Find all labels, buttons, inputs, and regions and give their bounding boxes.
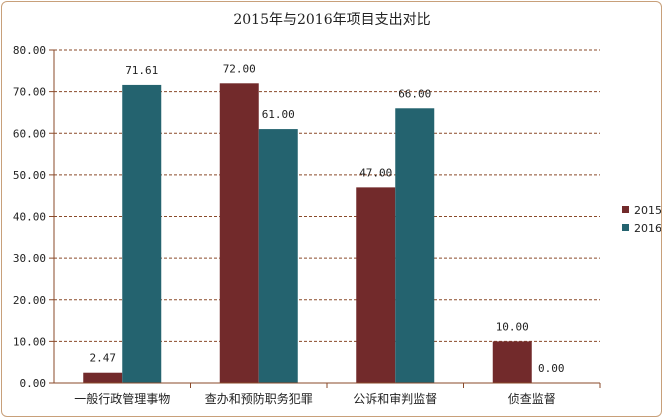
legend-swatch-2016: [622, 224, 629, 231]
data-label: 61.00: [262, 108, 295, 121]
data-label: 0.00: [538, 362, 565, 375]
bar-2015: [356, 187, 396, 383]
y-tick-label: 50.00: [13, 169, 46, 182]
x-tick-label: 一般行政管理事物: [74, 391, 170, 406]
bar-2015: [219, 83, 259, 384]
x-tick-label: 公诉和审判监督: [353, 391, 437, 406]
chart-title: 2015年与2016年项目支出对比: [233, 12, 430, 28]
y-tick-label: 40.00: [13, 211, 46, 224]
x-tick-label: 查办和预防职务犯罪: [205, 391, 313, 406]
bars: [83, 83, 532, 384]
data-label: 66.00: [398, 87, 431, 100]
data-label: 72.00: [223, 62, 256, 75]
y-tick-label: 60.00: [13, 127, 46, 140]
data-label: 10.00: [496, 320, 529, 333]
bar-2016: [395, 108, 435, 384]
y-tick-label: 80.00: [13, 44, 46, 57]
bar-2016: [122, 84, 162, 384]
y-tick-label: 20.00: [13, 294, 46, 307]
bar-2016: [258, 129, 298, 383]
bar-2015: [492, 341, 532, 383]
x-axis: 一般行政管理事物 查办和预防职务犯罪 公诉和审判监督 侦查监督: [54, 382, 601, 406]
legend-label: 2015: [634, 204, 662, 217]
data-label: 2.47: [90, 352, 117, 365]
data-label: 47.00: [359, 166, 392, 179]
data-label: 71.61: [125, 64, 158, 77]
x-tick-label: 侦查监督: [508, 391, 556, 406]
legend-swatch-2015: [622, 206, 629, 213]
y-tick-label: 0.00: [20, 377, 47, 390]
y-axis-ticks: 0.00 10.00 20.00 30.00 40.00 50.00 60.00 70.00 8…: [13, 44, 55, 390]
y-tick-label: 10.00: [13, 335, 46, 348]
legend: 2015 2016: [622, 204, 662, 235]
y-tick-label: 70.00: [13, 86, 46, 99]
bar-2015: [83, 372, 123, 383]
data-labels: 2.47 71.61 72.00 61.00 47.00 66.00 10.00 0.00: [90, 62, 565, 375]
y-tick-label: 30.00: [13, 252, 46, 265]
legend-label: 2016: [634, 222, 662, 235]
